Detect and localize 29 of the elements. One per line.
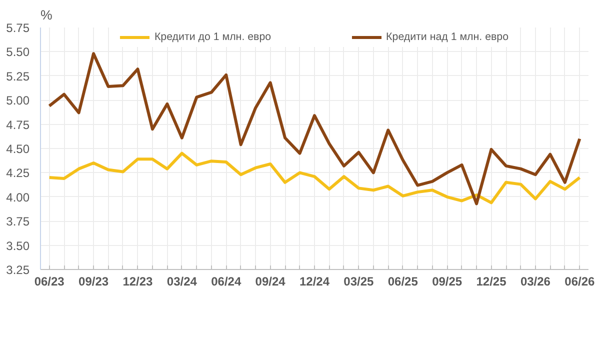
y-tick-label: 3.50: [6, 238, 30, 253]
y-tick-label: 4.25: [6, 166, 30, 180]
x-tick-label: 03/26: [520, 274, 551, 288]
y-tick-label: 5.00: [6, 94, 30, 108]
x-tick-label: 03/25: [344, 274, 374, 288]
y-tick-label: 4.00: [6, 190, 30, 204]
x-tick-label: 09/24: [255, 274, 286, 288]
x-tick-label: 06/26: [564, 274, 595, 288]
line-series: [48, 52, 582, 206]
y-tick-label: 5.50: [6, 45, 30, 60]
x-tick-label: 09/25: [432, 274, 462, 288]
y-tick-label: 4.50: [6, 142, 30, 156]
y-tick-label: 3.75: [6, 214, 30, 229]
y-tick-label: 3.25: [6, 263, 30, 277]
y-axis-title: %: [40, 8, 52, 22]
x-tick-label: 06/23: [34, 274, 65, 288]
legend-label: Кредити до 1 млн. евро: [154, 31, 272, 43]
legend-label: Кредити над 1 млн. евро: [386, 31, 509, 43]
x-tick-label: 09/23: [78, 274, 109, 288]
x-tick-label: 12/25: [476, 274, 507, 288]
x-tick-label: 06/25: [388, 274, 418, 288]
line-series: [48, 152, 582, 204]
y-tick-label: 5.75: [6, 21, 30, 35]
x-tick-label: 03/24: [166, 274, 198, 288]
x-tick-label: 12/23: [122, 274, 154, 288]
x-tick-label: 06/24: [211, 274, 242, 288]
x-tick-label: 12/24: [299, 274, 330, 288]
y-tick-label: 4.75: [6, 118, 30, 132]
y-tick-label: 5.25: [6, 69, 30, 84]
